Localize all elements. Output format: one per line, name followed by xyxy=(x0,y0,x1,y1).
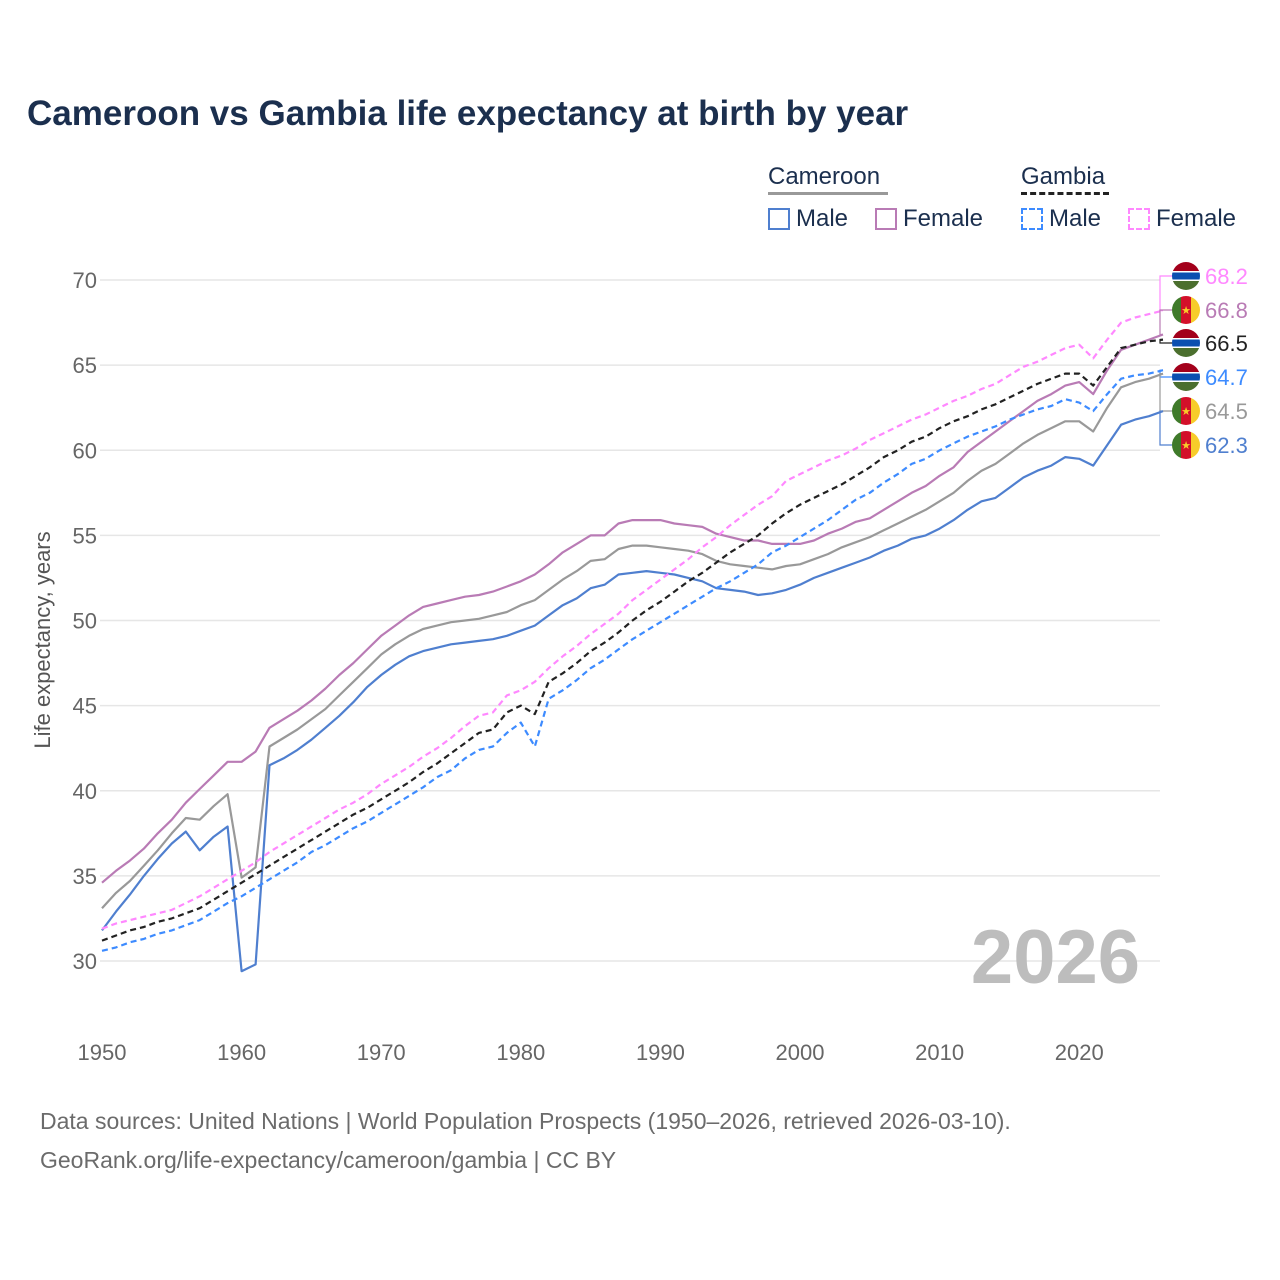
y-tick-label: 65 xyxy=(73,353,97,378)
end-value-label: 64.7 xyxy=(1205,365,1248,390)
x-tick-label: 1970 xyxy=(357,1040,406,1065)
flag-stripe xyxy=(1191,397,1200,425)
footer-link[interactable]: GeoRank.org/life-expectancy/cameroon/gam… xyxy=(40,1147,617,1173)
flag-stripe xyxy=(1172,363,1200,372)
x-tick-label: 2010 xyxy=(915,1040,964,1065)
legend-label: Female xyxy=(1156,205,1237,232)
legend-item-cameroon-male[interactable]: Male xyxy=(768,205,848,233)
flag-body: ★ xyxy=(1172,431,1200,459)
legend-swatch xyxy=(1021,208,1043,230)
legend-swatch xyxy=(768,208,790,230)
flag-stripe xyxy=(1172,296,1181,324)
flag-star: ★ xyxy=(1181,305,1191,317)
end-value-label: 62.3 xyxy=(1205,433,1248,458)
flag-stripe xyxy=(1172,262,1200,271)
x-tick-label: 2020 xyxy=(1055,1040,1104,1065)
flag-star: ★ xyxy=(1181,440,1191,452)
flag-stripe xyxy=(1172,431,1181,459)
series-line-cameroon xyxy=(101,372,1164,909)
y-tick-label: 45 xyxy=(73,694,97,719)
gambia-flag-icon xyxy=(1172,363,1200,391)
label-connector xyxy=(1159,309,1172,336)
legend-item-gambia-male[interactable]: Male xyxy=(1021,205,1101,233)
y-axis-label: Life expectancy, years xyxy=(30,531,55,748)
gambia-flag-icon xyxy=(1172,262,1200,290)
flag-stripe xyxy=(1172,348,1200,357)
flag-star: ★ xyxy=(1181,406,1191,418)
x-tick-label: 1960 xyxy=(217,1040,266,1065)
chart-title: Cameroon vs Gambia life expectancy at bi… xyxy=(27,94,909,133)
footer-sources: Data sources: United Nations | World Pop… xyxy=(40,1108,1011,1134)
cameroon-flag-icon: ★ xyxy=(1172,397,1200,425)
end-value-label: 66.8 xyxy=(1205,298,1248,323)
label-connector xyxy=(1159,275,1172,312)
label-connector xyxy=(1159,373,1172,412)
end-value-label: 64.5 xyxy=(1205,399,1248,424)
year-watermark: 2026 xyxy=(971,915,1140,1000)
flag-stripe xyxy=(1172,373,1200,381)
legend-group-cameroon: Cameroon xyxy=(768,163,888,195)
series-line-gambia-female xyxy=(101,309,1164,930)
end-value-label: 66.5 xyxy=(1205,331,1248,356)
flag-body xyxy=(1172,262,1200,290)
flag-stripe xyxy=(1181,397,1191,425)
flag-stripe xyxy=(1172,382,1200,391)
x-tick-label: 1950 xyxy=(78,1040,127,1065)
flag-stripe xyxy=(1181,431,1191,459)
gambia-flag-icon xyxy=(1172,329,1200,357)
flag-stripe xyxy=(1172,272,1200,280)
flag-stripe xyxy=(1172,397,1181,425)
legend-item-gambia-female[interactable]: Female xyxy=(1128,205,1236,233)
y-tick-label: 35 xyxy=(73,864,97,889)
flag-stripe xyxy=(1181,296,1191,324)
series-line-cameroon-female xyxy=(101,333,1164,884)
y-tick-label: 40 xyxy=(73,779,97,804)
flag-stripe xyxy=(1172,281,1200,290)
series-line-gambia-male xyxy=(101,369,1164,952)
legend-label: Male xyxy=(1049,205,1102,232)
legend-item-cameroon-female[interactable]: Female xyxy=(875,205,983,233)
end-value-label: 68.2 xyxy=(1205,264,1248,289)
y-tick-label: 55 xyxy=(73,523,97,548)
x-tick-label: 1990 xyxy=(636,1040,685,1065)
flag-body: ★ xyxy=(1172,296,1200,324)
label-connector xyxy=(1159,410,1172,446)
flag-stripe xyxy=(1191,296,1200,324)
label-connector xyxy=(1159,338,1172,344)
y-tick-label: 70 xyxy=(73,268,97,293)
legend-line-gambia xyxy=(1021,192,1109,195)
legend-label: Female xyxy=(903,205,984,232)
y-tick-label: 60 xyxy=(73,438,97,463)
flag-stripe xyxy=(1172,329,1200,338)
legend-swatch xyxy=(1128,208,1150,230)
y-tick-label: 30 xyxy=(73,949,97,974)
legend-group-gambia: Gambia xyxy=(1021,163,1109,195)
legend-line-cameroon xyxy=(768,192,888,195)
flag-stripe xyxy=(1191,431,1200,459)
series-line-gambia xyxy=(101,338,1164,942)
legend-label: Male xyxy=(796,205,849,232)
x-tick-label: 1980 xyxy=(496,1040,545,1065)
flag-body xyxy=(1172,329,1200,357)
legend-group-label: Gambia xyxy=(1021,163,1106,190)
legend-group-label: Cameroon xyxy=(768,163,881,190)
flag-stripe xyxy=(1172,339,1200,347)
series-line-cameroon-male xyxy=(101,410,1164,973)
cameroon-flag-icon: ★ xyxy=(1172,431,1200,459)
y-tick-label: 50 xyxy=(73,609,97,634)
x-tick-label: 2000 xyxy=(776,1040,825,1065)
flag-body xyxy=(1172,363,1200,391)
legend-swatch xyxy=(875,208,897,230)
cameroon-flag-icon: ★ xyxy=(1172,296,1200,324)
flag-body: ★ xyxy=(1172,397,1200,425)
